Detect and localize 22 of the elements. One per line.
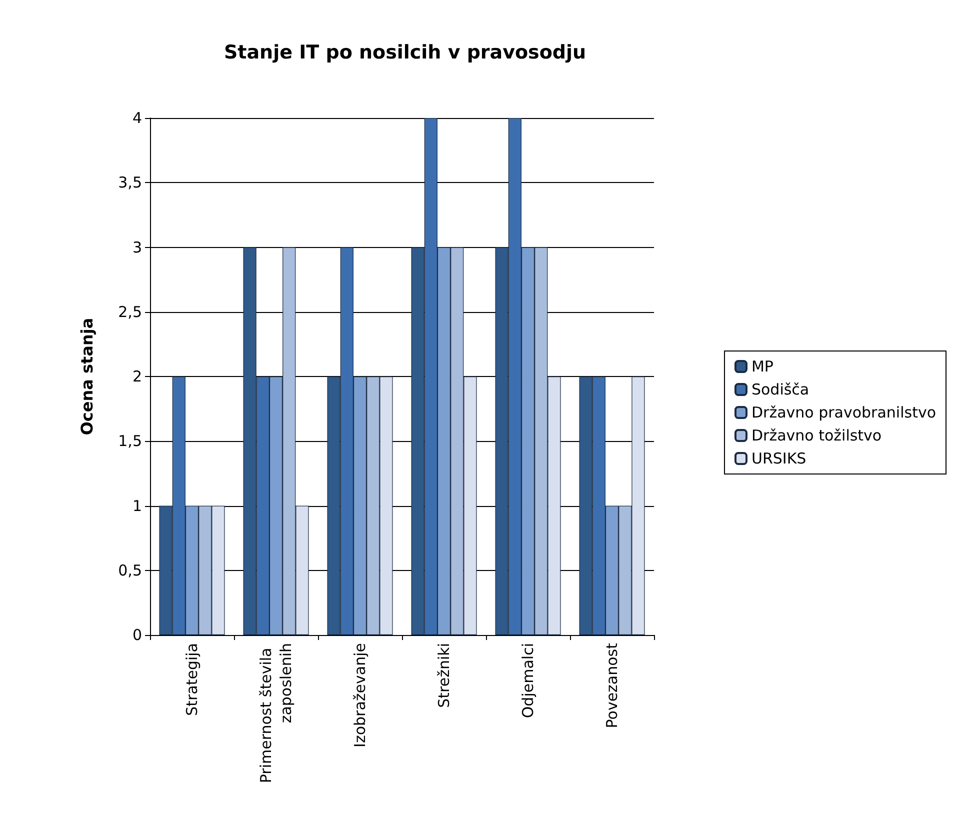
y-tick-label: 2,5 (118, 302, 142, 321)
legend-label: MP (751, 358, 774, 376)
legend-label: Sodišča (751, 380, 810, 398)
y-tick-label: 3 (132, 238, 142, 256)
x-tick-label: Izobraževanje (351, 643, 369, 748)
chart-title: Stanje IT po nosilcih v pravosodju (224, 42, 586, 64)
y-tick-label: 3,5 (118, 174, 142, 192)
y-tick-label: 1 (132, 496, 142, 515)
legend-label: Državno pravobranilstvo (751, 404, 936, 422)
y-tick-label: 2 (132, 368, 142, 386)
x-tick-label: Strežniki (435, 643, 453, 708)
x-tick-label: Povezanost (603, 642, 621, 728)
legend-label: Državno tožilstvo (751, 426, 882, 444)
y-axis-title: Ocena stanja (78, 318, 96, 436)
legend-label: URSIKS (751, 450, 806, 468)
x-tick-label: Strategija (183, 643, 201, 716)
x-tick-label: Odjemalci (519, 643, 537, 718)
y-tick-label: 4 (132, 109, 142, 127)
x-tick-label: Primernost števila zaposlenih (257, 643, 295, 784)
y-tick-label: 1,5 (118, 432, 142, 450)
y-tick-label: 0 (132, 626, 142, 644)
y-tick-label: 0,5 (118, 561, 142, 580)
